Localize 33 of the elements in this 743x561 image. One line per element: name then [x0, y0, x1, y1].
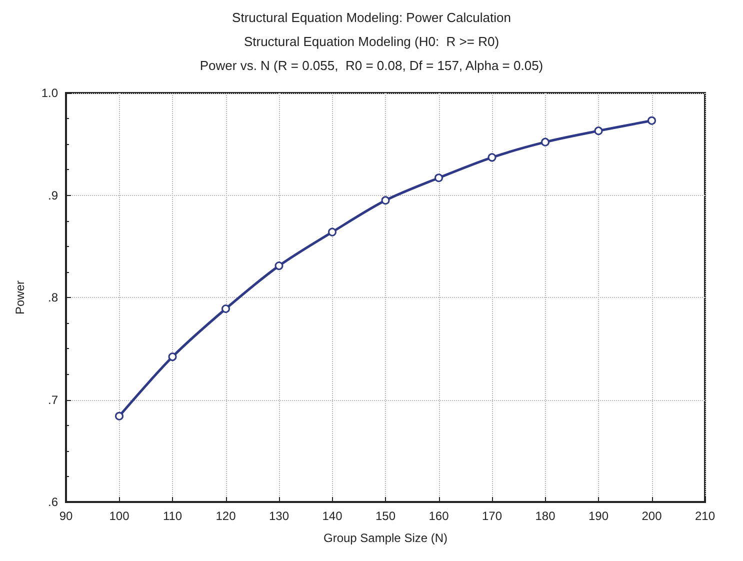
point [328, 228, 336, 236]
point [115, 412, 124, 420]
x-tick-label: 190 [588, 509, 609, 523]
x-tick-label: 160 [428, 509, 450, 523]
x-tick-label: 150 [375, 509, 396, 523]
x-tick-label: 180 [535, 509, 556, 523]
x-tick-label: 200 [642, 509, 662, 523]
y-tick-label: .9 [48, 188, 58, 202]
x-tick-label: 130 [268, 509, 290, 523]
y-axis-title: Power [13, 280, 27, 315]
x-tick-label: 140 [322, 509, 343, 523]
point [541, 138, 550, 146]
x-tick-label: 110 [162, 509, 182, 523]
point [168, 352, 177, 362]
point [222, 304, 230, 313]
x-tick-label: 90 [59, 509, 73, 523]
y-tick-label: 1.0 [41, 86, 58, 100]
point [274, 262, 284, 270]
x-tick-label: 210 [694, 509, 716, 523]
point [488, 153, 496, 162]
x-axis-title: Group Sample Size (N) [323, 531, 448, 545]
x-tick-label: 170 [482, 509, 502, 523]
point [434, 174, 443, 182]
y-tick-label: .6 [48, 495, 58, 509]
chart-subtitle: Structural Equation Modeling (H0: R >= R0) Power vs. N (R = 0.055, R0 = 0.08, Df = 157, Alpha = 0.05) [200, 34, 544, 73]
y-tick-label: .7 [48, 392, 58, 407]
chart-title: Structural Equation Modeling: Power Calculation [232, 10, 511, 25]
x-tick-label: 100 [109, 509, 130, 523]
x-tick-label: 120 [216, 509, 236, 523]
point [648, 116, 656, 125]
point [594, 126, 603, 136]
y-tick-label: .8 [48, 290, 58, 304]
point [381, 196, 390, 205]
